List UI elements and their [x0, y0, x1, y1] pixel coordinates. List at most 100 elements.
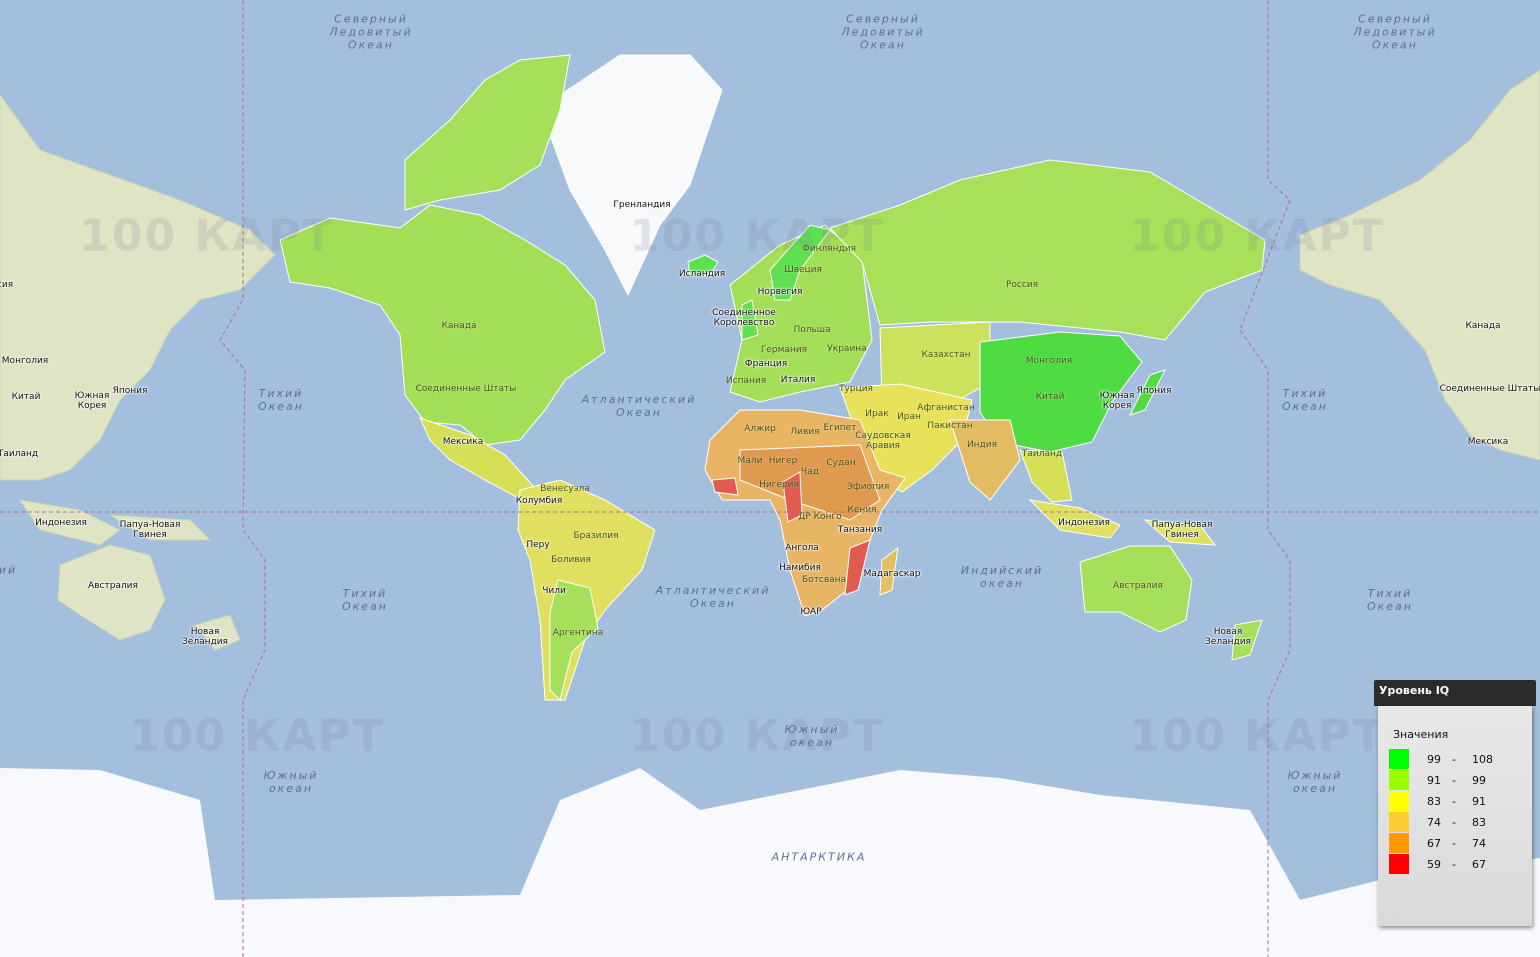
legend-to: 83: [1472, 816, 1486, 829]
country-label[interactable]: Танзания: [837, 525, 883, 535]
country-label[interactable]: Боливия: [551, 555, 591, 565]
country-label[interactable]: Канада: [441, 321, 477, 331]
country-label[interactable]: Эфиопия: [846, 482, 890, 492]
country-label[interactable]: Алжир: [744, 424, 776, 434]
country-label[interactable]: Папуа-Новая Гвинея: [1151, 520, 1213, 540]
ocean-label: Тихий Океан: [1281, 387, 1329, 413]
date-line-left: [219, 0, 266, 957]
africa-red-west: [711, 477, 739, 496]
argentina: [549, 579, 599, 701]
country-label[interactable]: Германия: [760, 345, 808, 355]
country-label[interactable]: Венесуэла: [540, 484, 590, 494]
watermark-logo: 100 КАРТ: [629, 210, 885, 262]
country-label[interactable]: Египет: [823, 423, 857, 433]
legend-separator: -: [1452, 753, 1456, 766]
country-label[interactable]: Турция: [839, 384, 873, 394]
country-label[interactable]: Новая Зеландия: [1205, 627, 1251, 647]
country-label[interactable]: Швеция: [784, 265, 822, 275]
country-label[interactable]: Индия: [966, 440, 998, 450]
legend-item: 91- 99: [1389, 770, 1529, 791]
natural-land-left: [0, 94, 276, 651]
natural-land-right: [1299, 69, 1540, 461]
country-label[interactable]: Ангола: [785, 543, 819, 553]
legend-swatch: [1389, 749, 1409, 769]
country-label[interactable]: Индонезия: [35, 518, 87, 528]
uk: [741, 299, 759, 341]
country-label[interactable]: Бразилия: [573, 531, 619, 541]
country-label[interactable]: Китай: [11, 392, 41, 402]
country-label[interactable]: Китай: [1035, 392, 1065, 402]
indonesia: [1028, 499, 1121, 539]
country-label[interactable]: Ирак: [865, 409, 889, 419]
africa-red-central: [782, 471, 803, 523]
country-label[interactable]: Нигерия: [759, 480, 799, 490]
country-label[interactable]: сия: [0, 280, 14, 290]
madagascar: [879, 546, 899, 596]
country-label[interactable]: Украина: [827, 344, 867, 354]
country-label[interactable]: Испания: [725, 376, 767, 386]
country-label[interactable]: Финляндия: [801, 244, 857, 254]
country-label[interactable]: Южная Корея: [1099, 391, 1135, 411]
country-label[interactable]: Норвегия: [757, 287, 803, 297]
legend-subtitle: Значения: [1393, 728, 1449, 741]
ocean-label: Северный Ледовитый Океан: [329, 12, 413, 52]
country-label[interactable]: Афганистан: [917, 403, 975, 413]
country-label[interactable]: Кения: [847, 505, 877, 515]
country-label[interactable]: Таиланд: [1021, 449, 1063, 459]
country-label[interactable]: Чад: [801, 467, 819, 477]
country-label[interactable]: Монголия: [1025, 356, 1073, 366]
country-label[interactable]: Австралия: [1113, 581, 1163, 591]
country-label[interactable]: Южная Корея: [74, 391, 110, 411]
legend-separator: -: [1452, 858, 1456, 871]
country-label[interactable]: Намибия: [779, 563, 821, 573]
country-label[interactable]: Папуа-Новая Гвинея: [119, 520, 181, 540]
legend-swatch: [1389, 833, 1409, 853]
africa-sahel: [739, 444, 881, 521]
country-label[interactable]: Мали: [737, 456, 763, 466]
country-label[interactable]: Таиланд: [0, 449, 39, 459]
country-label[interactable]: Индонезия: [1058, 518, 1110, 528]
ocean-label: Атлантический Океан: [581, 393, 697, 419]
legend-separator: -: [1452, 837, 1456, 850]
country-label[interactable]: ДР Конго: [798, 512, 842, 522]
country-label[interactable]: Канада: [1465, 321, 1501, 331]
country-label[interactable]: Иран: [897, 412, 921, 422]
country-label[interactable]: Италия: [780, 375, 816, 385]
watermark-logo: 100 КАРТ: [1129, 210, 1385, 262]
country-label[interactable]: Мексика: [442, 437, 484, 447]
country-label[interactable]: Мадагаскар: [863, 569, 921, 579]
country-label[interactable]: Соединенные Штаты: [1439, 384, 1540, 394]
country-label[interactable]: Колумбия: [515, 496, 563, 506]
country-label[interactable]: Польша: [793, 325, 831, 335]
country-label[interactable]: Перу: [526, 540, 550, 550]
country-label[interactable]: Австралия: [88, 581, 138, 591]
country-label[interactable]: Япония: [112, 386, 148, 396]
country-label[interactable]: Ливия: [790, 427, 820, 437]
country-label[interactable]: ЮАР: [800, 607, 822, 617]
legend-to: 67: [1472, 858, 1486, 871]
legend-to: 99: [1472, 774, 1486, 787]
country-label[interactable]: Соединенное Королевство: [712, 308, 776, 328]
country-label[interactable]: Россия: [1005, 280, 1039, 290]
country-label[interactable]: Казахстан: [921, 350, 971, 360]
country-label[interactable]: Пакистан: [927, 421, 973, 431]
country-label[interactable]: Ботсвана: [801, 575, 847, 585]
country-label[interactable]: Соединенные Штаты: [415, 384, 517, 394]
country-label[interactable]: Монголия: [1, 356, 49, 366]
ocean-label: Северный Ледовитый Океан: [1353, 12, 1437, 52]
country-label[interactable]: Нигер: [768, 456, 798, 466]
country-label[interactable]: Исландия: [678, 269, 726, 279]
country-label[interactable]: Франция: [744, 359, 788, 369]
country-label[interactable]: Мексика: [1467, 437, 1509, 447]
country-label[interactable]: Гренландия: [613, 200, 671, 210]
country-label[interactable]: Судан: [826, 458, 856, 468]
watermark-logo: 100 КАРТ: [129, 710, 385, 762]
legend-separator: -: [1452, 816, 1456, 829]
antarctica: [0, 768, 1540, 957]
country-label[interactable]: Новая Зеландия: [182, 627, 228, 647]
country-label[interactable]: Япония: [1136, 386, 1172, 396]
country-label[interactable]: Аргентина: [552, 628, 604, 638]
country-label[interactable]: Саудовская Аравия: [855, 431, 911, 451]
country-label[interactable]: Чили: [542, 586, 566, 596]
